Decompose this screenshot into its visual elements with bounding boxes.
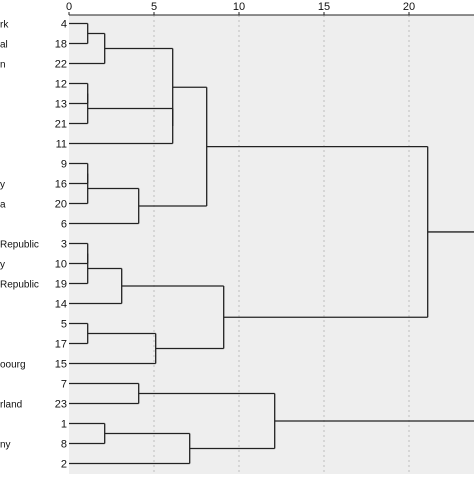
leaf-id-label: 21 <box>55 119 67 131</box>
leaf-id-label: 1 <box>61 419 67 431</box>
leaf-name-label: al <box>0 40 8 51</box>
leaf-id-label: 19 <box>55 279 67 291</box>
leaf-name-label: Republic <box>0 280 39 291</box>
grid-lines <box>153 15 410 474</box>
leaf-id-label: 23 <box>55 399 67 411</box>
leaf-name-label: a <box>0 200 6 211</box>
x-tick-label: 15 <box>318 1 330 13</box>
leaf-id-label: 3 <box>61 239 67 251</box>
leaf-id-label: 7 <box>61 379 67 391</box>
leaf-id-label: 13 <box>55 99 67 111</box>
leaf-name-label: oourg <box>0 360 26 371</box>
leaf-name-label: n <box>0 60 6 71</box>
leaf-id-label: 6 <box>61 219 67 231</box>
leaf-name-label: y <box>0 180 5 191</box>
leaf-id-label: 12 <box>55 79 67 91</box>
leaf-name-label: Republic <box>0 240 39 251</box>
plot-background <box>69 15 474 474</box>
leaf-id-label: 2 <box>61 459 67 471</box>
x-tick-label: 20 <box>403 1 415 13</box>
leaf-name-label: rk <box>0 20 9 31</box>
x-tick-label: 5 <box>151 1 157 13</box>
leaf-id-label: 15 <box>55 359 67 371</box>
leaf-id-label: 17 <box>55 339 67 351</box>
leaf-name-label: y <box>0 260 5 271</box>
x-tick-label: 10 <box>233 1 245 13</box>
leaf-id-label: 4 <box>61 19 67 31</box>
dendrogram-links <box>69 22 474 465</box>
leaf-id-label: 5 <box>61 319 67 331</box>
leaf-id-label: 16 <box>55 179 67 191</box>
leaf-id-label: 18 <box>55 39 67 51</box>
leaf-id-label: 20 <box>55 199 67 211</box>
x-axis: 0 5 10 15 20 <box>66 1 474 16</box>
leaf-id-label: 11 <box>56 139 67 151</box>
leaf-name-label: rland <box>0 400 22 411</box>
leaf-name-label: ny <box>0 440 11 451</box>
leaf-id-label: 22 <box>55 59 67 71</box>
x-tick-label: 0 <box>66 1 72 13</box>
leaf-id-label: 8 <box>61 439 67 451</box>
leaf-id-label: 10 <box>55 259 67 271</box>
leaf-id-label: 9 <box>61 159 67 171</box>
leaf-id-label: 14 <box>55 299 67 311</box>
